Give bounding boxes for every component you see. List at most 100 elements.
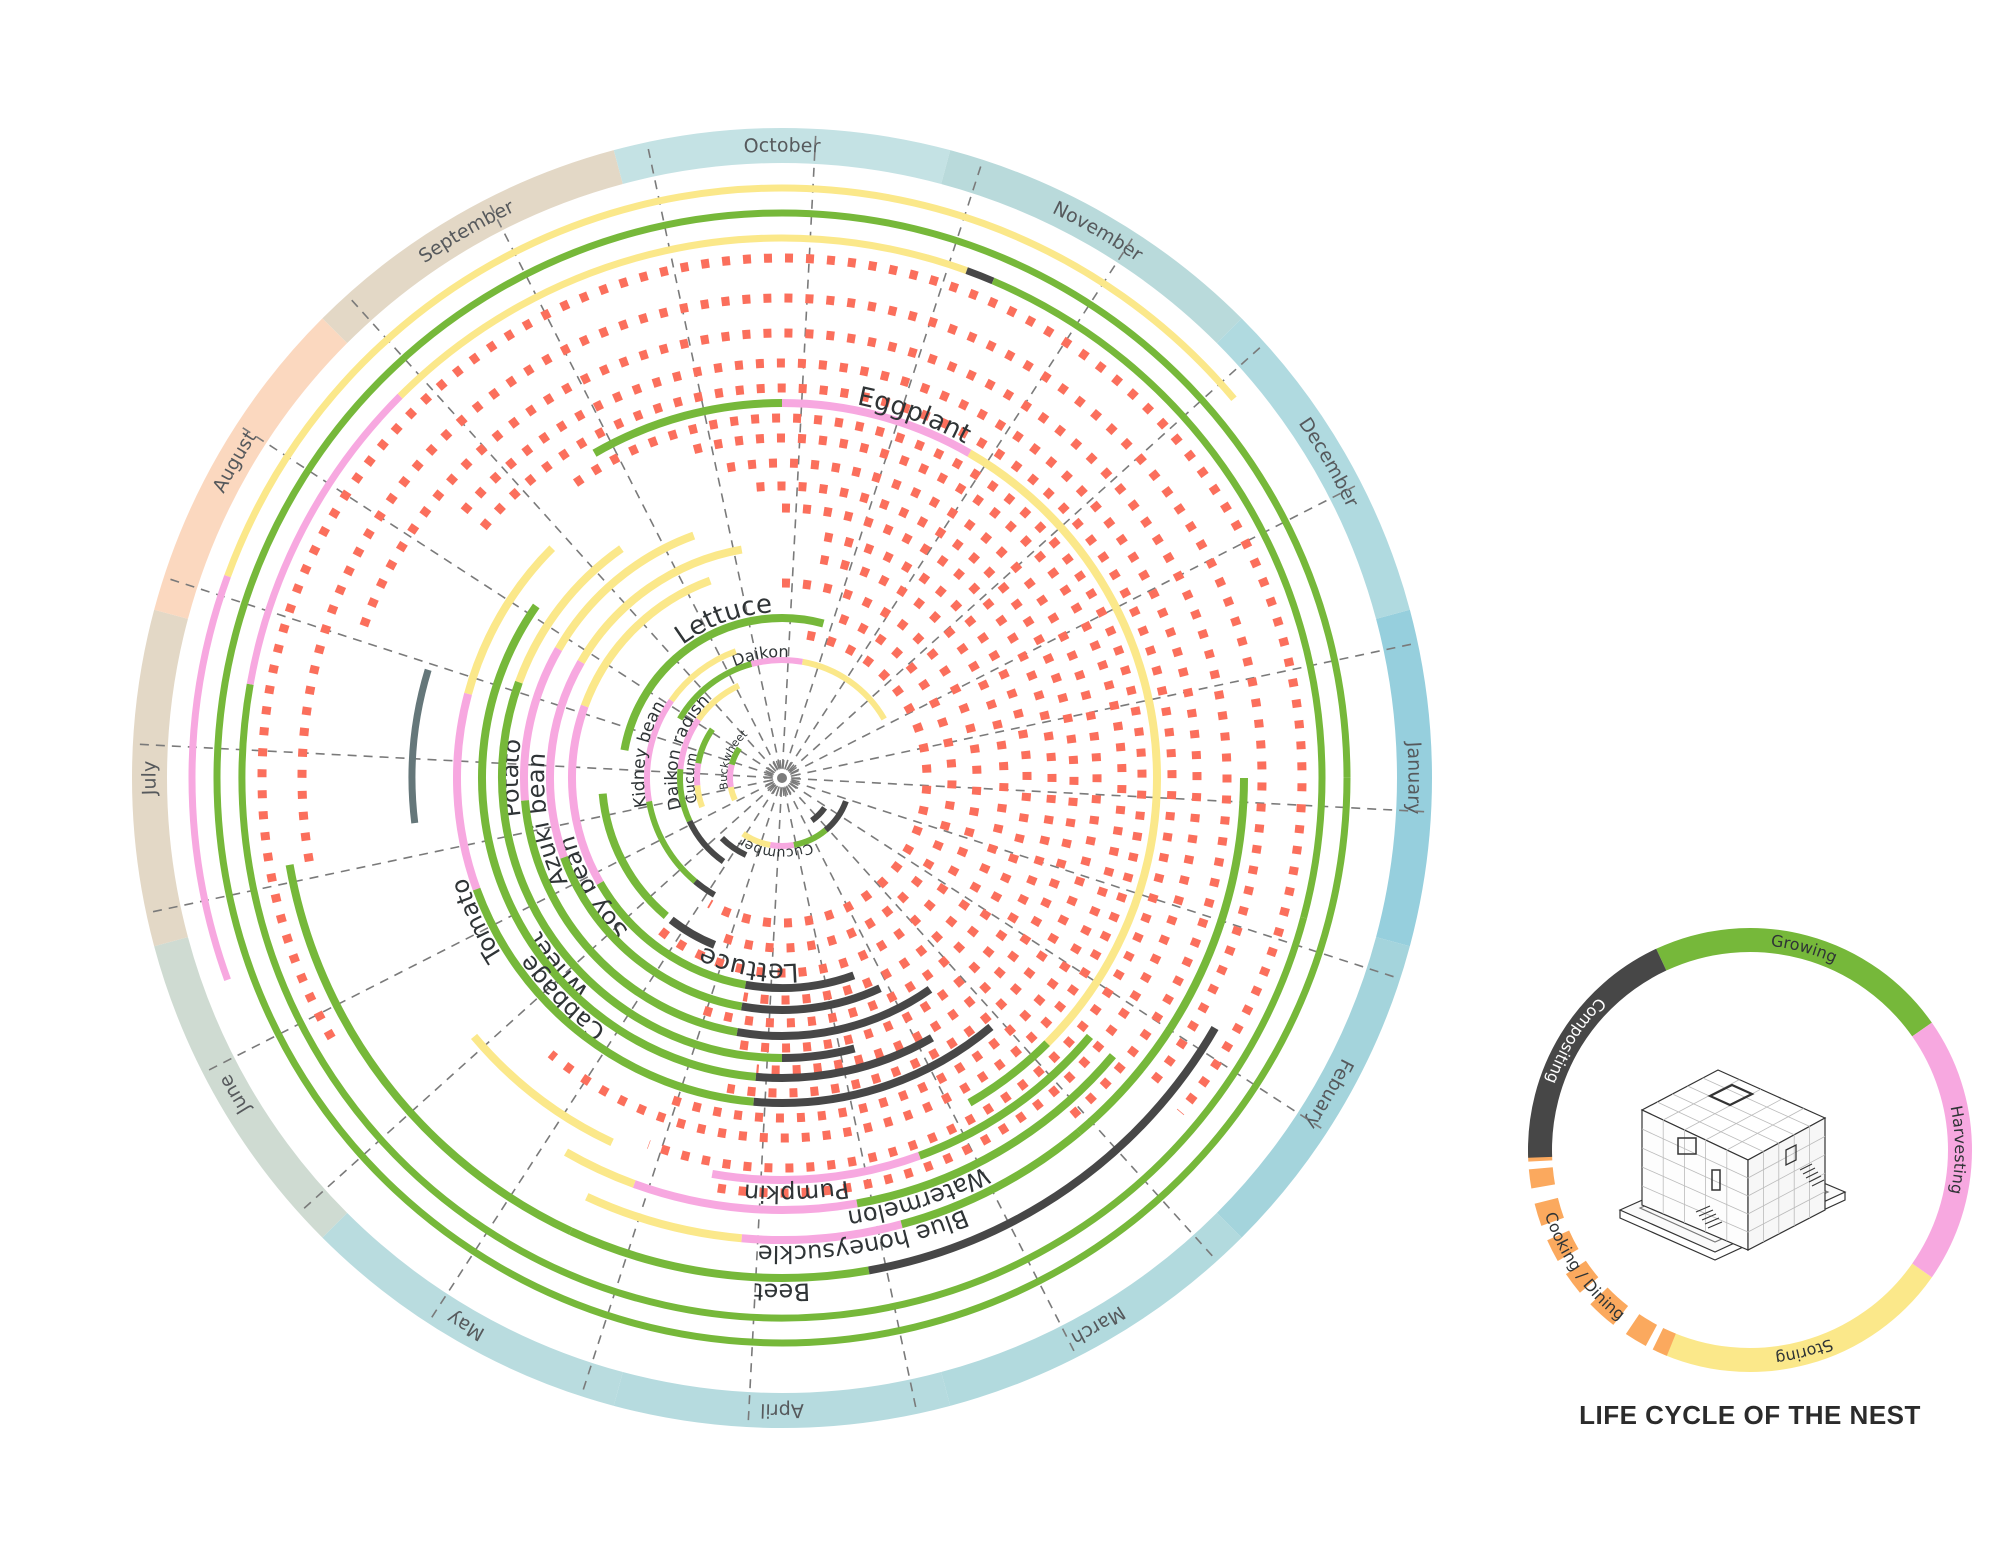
phase-growing <box>695 727 715 764</box>
phase-compositing <box>736 986 933 1040</box>
phase-compositing <box>810 806 828 824</box>
nest-life-cycle-title: LIFE CYCLE OF THE NEST <box>1579 1400 1921 1430</box>
month-segment-july <box>132 609 188 947</box>
phase-growing <box>285 864 573 1235</box>
phase-storing <box>727 786 738 802</box>
month-segment-may <box>322 1212 623 1406</box>
phase-storing <box>695 682 741 722</box>
nest-house-illustration <box>1618 1069 1847 1261</box>
month-segment-september <box>322 150 623 344</box>
phase-growing <box>478 603 757 1081</box>
phase-growing <box>560 855 743 1011</box>
month-label: July <box>138 761 160 797</box>
slate-arc <box>408 668 432 824</box>
month-segment-december <box>1216 318 1410 619</box>
phase-harvesting <box>781 399 972 457</box>
phase-storing <box>694 785 705 809</box>
center-hub <box>777 773 787 783</box>
phase-harvesting <box>644 698 674 802</box>
phase-harvesting <box>741 1220 903 1244</box>
nest-phase-harvesting: Harvesting <box>1912 1022 1972 1278</box>
phase-harvesting <box>694 762 702 786</box>
phase-growing <box>1076 777 1248 1135</box>
phase-harvesting <box>769 841 795 850</box>
crop-label: Pumpkin <box>743 1175 851 1208</box>
phase-compositing <box>741 984 882 1014</box>
month-segment-febuary <box>1216 937 1410 1238</box>
phase-compositing <box>668 916 717 949</box>
phase-harvesting <box>677 717 701 770</box>
phase-growing <box>991 277 1326 779</box>
phase-growing <box>1300 777 1326 919</box>
nest-phase-label: Compositing <box>1542 994 1609 1086</box>
phase-compositing <box>744 971 856 992</box>
phase-harvesting <box>568 704 604 885</box>
crop-label: Cucum <box>682 751 701 804</box>
phase-harvesting <box>188 575 231 981</box>
crop-ring-unlabeled <box>213 209 1351 1347</box>
phase-storing <box>741 831 771 848</box>
phase-storing <box>515 545 624 684</box>
crop-ring-unlabeled <box>188 184 1237 981</box>
phase-growing <box>856 1053 1116 1208</box>
nest-phase-label: Cooking / Dining <box>1541 1209 1629 1323</box>
crop-label: Beet <box>753 1277 810 1306</box>
phase-growing <box>900 1128 1082 1229</box>
phase-compositing <box>693 879 717 898</box>
phase-storing <box>564 1148 636 1188</box>
phase-storing <box>464 545 556 695</box>
crop-ring-cucum: Cucum <box>682 727 748 858</box>
phase-storing <box>585 1193 743 1243</box>
phase-growing <box>238 683 1307 1322</box>
phase-growing <box>967 1040 1050 1107</box>
crop-label: Cucumber <box>736 833 816 861</box>
month-segment-august <box>154 318 348 619</box>
month-segment-january <box>1376 609 1432 947</box>
phase-compositing <box>965 267 995 285</box>
month-segment-october <box>613 127 951 184</box>
phase-storing <box>224 184 1237 578</box>
phase-storing <box>580 576 712 708</box>
crop-ring-unlabeled <box>238 234 1326 1322</box>
phase-growing <box>520 800 738 1037</box>
phase-growing <box>498 680 783 1062</box>
month-segment-june <box>154 937 348 1238</box>
phase-growing <box>598 793 669 919</box>
month-label: January <box>1402 740 1425 815</box>
phase-storing <box>470 1033 614 1146</box>
phase-storing <box>967 449 1161 779</box>
month-segment-march <box>941 1212 1242 1406</box>
phase-compositing <box>755 1034 934 1082</box>
phase-compositing <box>719 835 748 858</box>
crop-ring-cucumber: Cucumber <box>736 800 849 861</box>
phase-storing <box>1044 777 1161 1046</box>
phase-compositing <box>686 819 726 865</box>
phase-growing <box>472 887 755 1106</box>
phase-growing <box>213 209 1351 1347</box>
month-label: October <box>743 134 821 157</box>
phase-growing <box>620 614 825 751</box>
phase-growing <box>728 746 742 766</box>
phase-harvesting <box>727 763 735 788</box>
crop-ring-pumpkin: Pumpkin <box>470 1033 1094 1208</box>
phase-harvesting <box>750 657 804 667</box>
phase-compositing <box>823 800 849 833</box>
crop-ring-beet: Beet <box>285 864 1219 1306</box>
phase-growing <box>918 1033 1094 1160</box>
nest-phase-storing: Storing <box>1656 1263 1932 1372</box>
phase-storing <box>577 545 743 665</box>
phase-storing <box>397 234 968 399</box>
phase-storing <box>801 658 887 721</box>
nest-phase-growing: Growing <box>1656 928 1932 1037</box>
phase-harvesting <box>520 647 563 801</box>
crop-ring-watermelon: Watermelon <box>564 1053 1116 1233</box>
crop-label: Buckwheet <box>717 727 750 791</box>
fallow-dotted-rings <box>257 253 1307 1198</box>
crop-label: Lettuce <box>669 589 773 651</box>
phase-compositing <box>781 1044 856 1062</box>
crop-calendar-diagram: JanuaryFebuaryMarchAprilMayJuneJulyAugus… <box>132 127 1432 1428</box>
phase-growing <box>677 661 753 721</box>
phase-growing <box>677 768 693 823</box>
phase-harvesting <box>246 393 403 685</box>
